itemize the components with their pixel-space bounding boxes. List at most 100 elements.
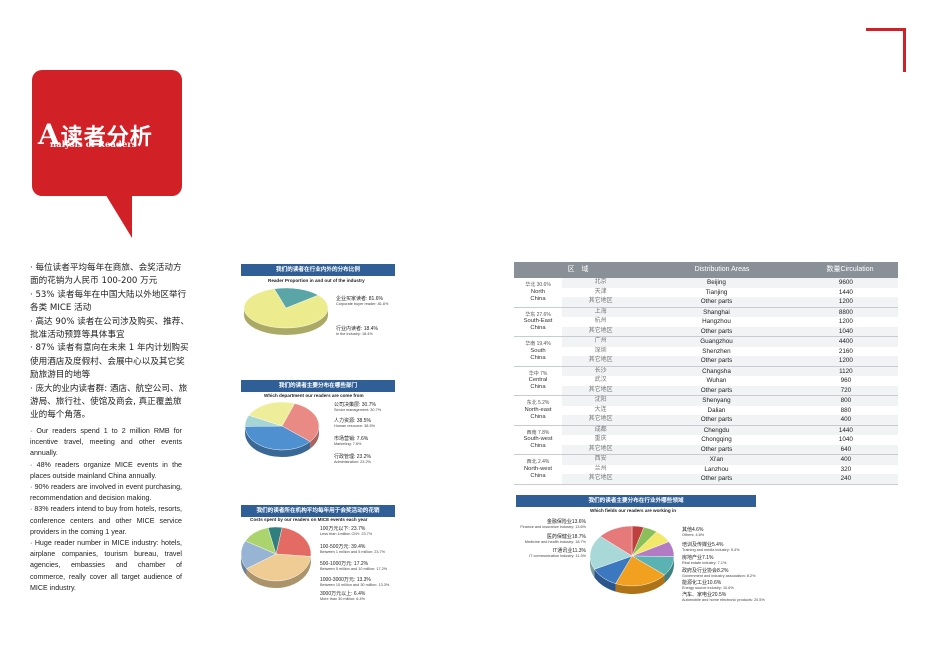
table-row: 重庆 Chongqing 1040 — [562, 435, 898, 445]
table-cell: 800 — [840, 397, 852, 404]
table-body: 华北 30.6% North China 北京 Beijing 9600 天津 Tianjin… — [514, 278, 898, 485]
intro-en: · Our readers spend 1 to 2 million RMB f… — [30, 426, 182, 594]
table-cell: Guangzhou — [700, 338, 733, 345]
chart-industry-pie — [243, 287, 329, 335]
intro-cn-item: · 庞大的业内读者群: 酒店、航空公司、旅游局、旅行社、使馆及商会, 真正覆盖旅… — [30, 383, 188, 421]
region-group: 华北 30.6% North China 北京 Beijing 9600 天津 Tianjin… — [514, 278, 898, 308]
chart-fields-title: 我们的读者主要分布在行业外哪些领域 — [516, 495, 756, 507]
table-cell: Other parts — [700, 357, 733, 364]
table-row: 其它地区 Other parts 1040 — [562, 326, 898, 336]
table-cell: Other parts — [700, 327, 733, 335]
table-cell: 其它地区 — [588, 445, 613, 452]
pie-slice-side — [590, 556, 595, 578]
table-cell: Other parts — [700, 416, 733, 423]
table-row: 武汉 Wuhan 960 — [562, 376, 898, 386]
intro-en-item: · 90% readers are involved in event purc… — [30, 483, 182, 503]
table-cell: 8800 — [838, 308, 853, 316]
header-areas: Distribution Areas — [694, 266, 750, 273]
region-group: 西北 2.4% North-west China 西安 Xi'an 400 兰州 Lanzho… — [514, 455, 898, 485]
table-cell: 1040 — [838, 436, 853, 443]
intro-cn-item: · 53% 读者每年在中国大陆以外地区举行各类 MICE 活动 — [30, 289, 187, 314]
table-cell: 西安 — [594, 456, 607, 462]
table-cell: 杭州 — [594, 318, 607, 324]
title-bubble-tail — [104, 192, 132, 238]
region-label: 华北 30.6% North China — [525, 282, 551, 302]
table-cell: 1440 — [838, 288, 853, 296]
table-row: 兰州 Lanzhou 320 — [562, 465, 898, 475]
title-cn: 读者分析 — [60, 124, 153, 150]
pie-slice — [267, 526, 283, 555]
pie-slice — [243, 288, 329, 329]
page-title: A读者分析 — [38, 118, 153, 151]
table-cell: Shanghai — [703, 308, 730, 316]
table-cell: 兰州 — [594, 465, 607, 472]
table-cell: Chengdu — [703, 426, 730, 434]
chart-cost-label: 3000万元以上: 6.4% More than 30 million: 6.4% — [320, 591, 366, 601]
chart-fields-pie — [589, 525, 675, 594]
table-cell: 成都 — [594, 426, 607, 433]
table-cell: 沈阳 — [594, 397, 607, 403]
pie-slice — [275, 527, 312, 557]
table-cell: 240 — [840, 475, 852, 482]
region-label: 东北 5.2% North-east China — [524, 400, 552, 420]
chart-cost-title: 我们的读者所在机构平均每年用于会奖活动的花销 — [241, 505, 395, 517]
title-letter: A — [38, 118, 61, 151]
table-cell: 960 — [840, 377, 852, 384]
pie-slice — [273, 287, 319, 309]
table-cell: 长沙 — [594, 367, 607, 374]
region-group: 华中 7% Central China 长沙 Changsha 1120 武汉 Wuhan 96… — [514, 366, 898, 396]
chart-industry-title: 我们的读者在行业内外的分布比例 — [241, 264, 395, 276]
region-label: 华中 7% Central China — [528, 370, 548, 391]
chart-cost-label: 1000-3000万元: 13.3% Between 10 million and… — [320, 577, 390, 587]
table-row: 长沙 Changsha 1120 — [562, 366, 898, 376]
table-row: 其它地区 Other parts 640 — [562, 444, 898, 454]
intro-en-item: · Huge reader number in MICE industry: h… — [30, 539, 182, 592]
chart-department-pie — [244, 401, 320, 457]
table-cell: 2160 — [838, 347, 853, 355]
table-cell: Other parts — [700, 475, 733, 482]
title-bubble — [32, 70, 182, 196]
table-cell: 880 — [840, 406, 852, 414]
chart-fields-label: 金融保险业13.6% Finance and insurance industry… — [520, 519, 586, 529]
chart-department-label: 市场营销: 7.6% Marketing: 7.6% — [334, 436, 369, 446]
pie-slice-side — [594, 569, 616, 592]
table-row: 成都 Chengdu 1440 — [562, 425, 898, 435]
table-cell: 1200 — [838, 357, 853, 364]
table-cell: 1200 — [838, 298, 853, 305]
table-cell: Dalian — [707, 406, 726, 414]
table-cell: 400 — [840, 416, 852, 423]
table-cell: Beijing — [707, 279, 726, 286]
intro-cn-item: · 每位读者平均每年在商旅、会奖活动方面的花销为人民币 100-200 万元 — [30, 263, 182, 287]
table-cell: 1040 — [838, 327, 853, 335]
table-cell: 大连 — [594, 406, 607, 413]
table-cell: 9600 — [838, 279, 853, 286]
table-row: 杭州 Hangzhou 1200 — [562, 317, 898, 327]
table-row: 其它地区 Other parts 1200 — [562, 356, 898, 366]
table-cell: 上海 — [594, 308, 607, 315]
pie-slice-side — [244, 308, 328, 335]
table-cell: 720 — [840, 386, 852, 394]
table-cell: Xi'an — [709, 456, 724, 463]
chart-cost-label: 500-1000万元: 17.2% Between 5 million and 1… — [320, 561, 388, 571]
table-cell: 天津 — [594, 288, 607, 295]
header-circulation: 数量Circulation — [826, 266, 874, 273]
chart-fields-label: 政府及行业协会8.2% Government and industry assoc… — [682, 568, 756, 578]
region-label: 西南 7.8% South-west China — [523, 429, 553, 450]
table-row: 天津 Tianjing 1440 — [562, 288, 898, 298]
table-row: 西安 Xi'an 400 — [562, 455, 898, 465]
chart-industry-label: 行业内读者: 18.4% In the industry: 18.4% — [336, 326, 378, 336]
chart-fields-label: 房地产业7.1% Real estate industry: 7.1% — [682, 555, 727, 565]
table-cell: 4400 — [838, 338, 853, 345]
table-cell: Changsha — [702, 367, 731, 375]
table-row: 沈阳 Shenyang 800 — [562, 396, 898, 406]
corner-mark — [866, 28, 906, 72]
chart-fields-label: 汽车、家电业20.5% Automobile and home electroni… — [682, 592, 765, 602]
table-row: 深圳 Shenzhen 2160 — [562, 347, 898, 357]
region-group: 华东 27.6% South-East China 上海 Shanghai 8800 杭州 H… — [514, 307, 898, 337]
region-label: 西北 2.4% North-west China — [523, 459, 553, 479]
intro-en-item: · Our readers spend 1 to 2 million RMB f… — [30, 427, 182, 458]
table-row: 其它地区 Other parts 1200 — [562, 297, 898, 307]
table-cell: 深圳 — [594, 347, 607, 354]
table-cell: Lanzhou — [704, 465, 729, 473]
pie-slice — [615, 555, 665, 587]
